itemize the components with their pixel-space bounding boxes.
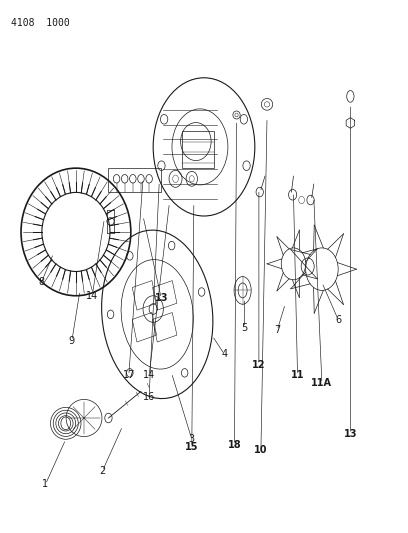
Bar [132,312,157,342]
Text: 8: 8 [38,278,44,287]
Text: 7: 7 [274,325,280,335]
Bar [182,131,214,168]
Text: 4: 4 [221,349,227,359]
Text: 9: 9 [69,336,75,346]
Text: 14: 14 [143,370,155,381]
Text: 10: 10 [254,445,268,455]
Text: 6: 6 [335,314,341,325]
Text: 5: 5 [242,322,248,333]
Bar [153,280,177,310]
Text: 18: 18 [228,440,241,450]
Text: 14: 14 [86,290,98,301]
Text: 15: 15 [185,442,199,452]
Text: 12: 12 [252,360,266,370]
Text: 17: 17 [122,370,135,381]
Bar [153,312,177,342]
Text: 13: 13 [344,429,357,439]
Text: 11: 11 [291,370,304,381]
Bar [132,280,157,310]
Text: 4108  1000: 4108 1000 [11,18,70,28]
Text: 1: 1 [42,480,49,489]
Text: 3: 3 [189,434,195,445]
Text: 2: 2 [99,466,106,476]
Text: 11A: 11A [311,378,333,389]
Text: 13: 13 [155,293,168,303]
Text: 16: 16 [143,392,155,402]
